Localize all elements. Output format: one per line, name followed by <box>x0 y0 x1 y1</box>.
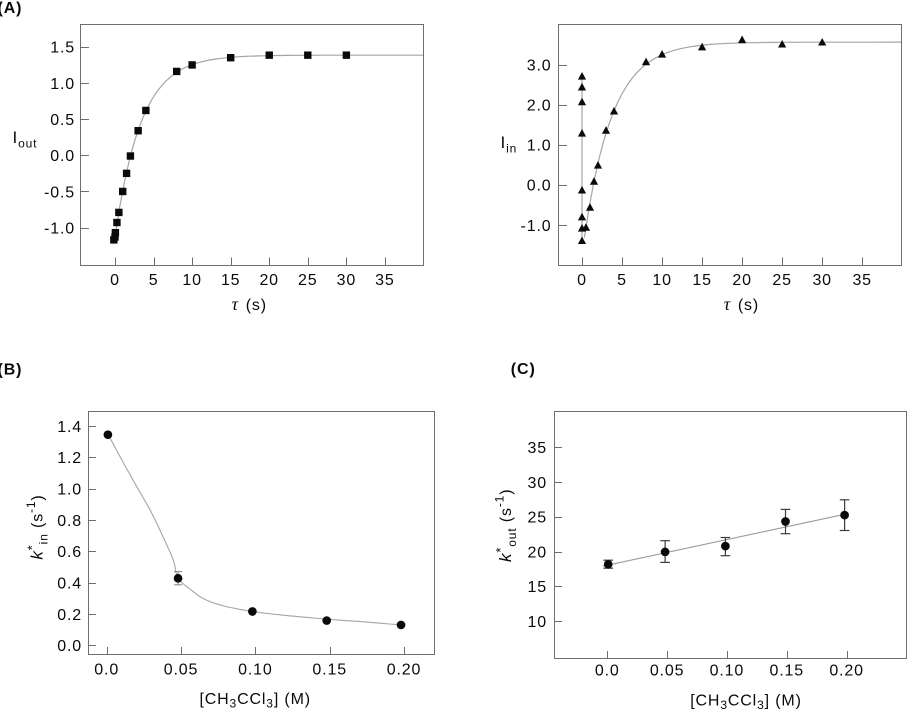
svg-text:-0.5: -0.5 <box>44 184 75 201</box>
svg-text:k*in (s-1): k*in (s-1) <box>24 494 51 559</box>
svg-text:15: 15 <box>221 272 241 289</box>
svg-text:10: 10 <box>652 272 672 289</box>
svg-text:1.0: 1.0 <box>57 482 82 499</box>
svg-text:τ (s): τ (s) <box>232 294 267 314</box>
svg-text:30: 30 <box>337 272 357 289</box>
svg-text:25: 25 <box>772 272 792 289</box>
svg-text:25: 25 <box>528 510 548 527</box>
svg-text:0.05: 0.05 <box>650 663 685 680</box>
svg-text:(C): (C) <box>511 361 536 378</box>
svg-text:0.0: 0.0 <box>595 663 620 680</box>
svg-text:30: 30 <box>528 475 548 492</box>
svg-text:35: 35 <box>375 272 395 289</box>
svg-text:35: 35 <box>528 440 548 457</box>
svg-text:35: 35 <box>852 272 872 289</box>
svg-text:[CH3CCl3] (M): [CH3CCl3] (M) <box>690 693 802 711</box>
svg-text:2.0: 2.0 <box>527 98 552 115</box>
svg-text:0.0: 0.0 <box>527 178 552 195</box>
svg-text:0.15: 0.15 <box>770 663 805 680</box>
svg-text:0.10: 0.10 <box>710 663 745 680</box>
svg-text:20: 20 <box>732 272 752 289</box>
svg-text:0.20: 0.20 <box>387 662 422 679</box>
svg-text:10: 10 <box>528 614 548 631</box>
svg-text:20: 20 <box>259 272 279 289</box>
svg-text:0.2: 0.2 <box>57 607 82 624</box>
svg-text:0.0: 0.0 <box>94 662 119 679</box>
svg-text:0.4: 0.4 <box>57 576 82 593</box>
svg-text:[CH3CCl3] (M): [CH3CCl3] (M) <box>199 691 311 711</box>
svg-text:-1.0: -1.0 <box>44 220 75 237</box>
svg-text:30: 30 <box>812 272 832 289</box>
svg-text:1.0: 1.0 <box>527 138 552 155</box>
svg-text:0.0: 0.0 <box>57 638 82 655</box>
svg-text:0.6: 0.6 <box>57 544 82 561</box>
svg-text:k*out (s-1): k*out (s-1) <box>493 489 520 562</box>
svg-text:0: 0 <box>110 272 120 289</box>
svg-text:0.0: 0.0 <box>50 148 75 165</box>
svg-text:1.4: 1.4 <box>57 419 82 436</box>
svg-text:15: 15 <box>528 579 548 596</box>
svg-text:0.8: 0.8 <box>57 513 82 530</box>
svg-text:0.10: 0.10 <box>238 662 273 679</box>
svg-text:3.0: 3.0 <box>527 57 552 74</box>
svg-text:5: 5 <box>149 272 159 289</box>
svg-text:τ (s): τ (s) <box>724 294 759 314</box>
svg-text:0.05: 0.05 <box>164 662 199 679</box>
svg-text:0.15: 0.15 <box>312 662 347 679</box>
svg-text:5: 5 <box>617 272 627 289</box>
svg-text:1.2: 1.2 <box>57 450 82 467</box>
svg-text:-1.0: -1.0 <box>521 218 552 235</box>
svg-text:25: 25 <box>298 272 318 289</box>
svg-text:15: 15 <box>692 272 712 289</box>
svg-text:1.0: 1.0 <box>50 76 75 93</box>
svg-text:10: 10 <box>182 272 202 289</box>
svg-text:(B): (B) <box>0 361 22 378</box>
svg-text:20: 20 <box>528 544 548 561</box>
svg-text:0: 0 <box>577 272 587 289</box>
svg-text:0.5: 0.5 <box>50 112 75 129</box>
svg-text:(A): (A) <box>0 0 22 17</box>
svg-text:1.5: 1.5 <box>50 40 75 57</box>
svg-text:0.20: 0.20 <box>829 663 864 680</box>
